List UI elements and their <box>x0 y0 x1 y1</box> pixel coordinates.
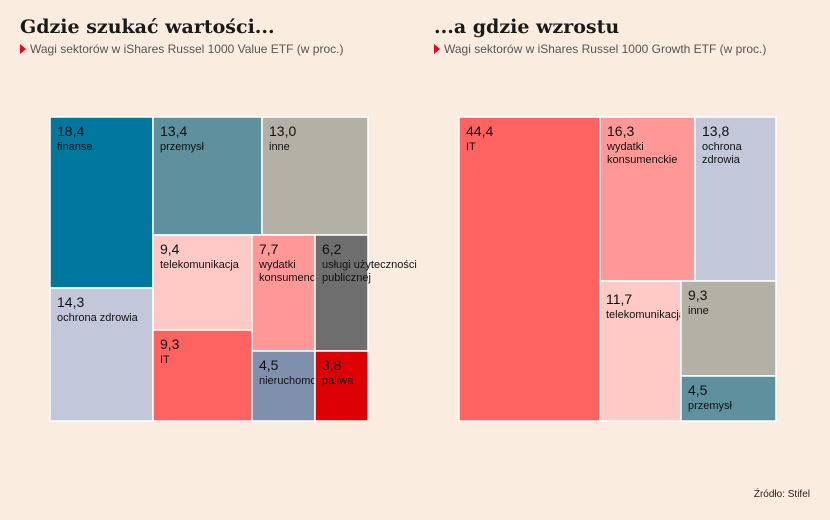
triangle-icon <box>20 44 26 54</box>
treemap-sector-label: nieruchomości <box>259 375 330 387</box>
triangle-icon <box>434 44 440 54</box>
treemap-cell <box>314 350 369 422</box>
treemap-value-label: 9,3 <box>688 287 708 303</box>
treemap-cell <box>251 350 316 422</box>
left-chart-title: Gdzie szukać wartości... <box>20 16 275 38</box>
right-chart-title: ...a gdzie wzrostu <box>434 16 620 38</box>
treemap-cell <box>680 375 777 422</box>
treemap-sector-label: telekomunikacja <box>160 259 240 271</box>
treemap-value-label: 44,4 <box>466 123 493 139</box>
treemap-cell <box>694 116 777 282</box>
treemap-value-label: 18,4 <box>57 123 84 139</box>
treemap-value-label: 11,7 <box>606 291 632 307</box>
treemap-value-label: 13,8 <box>702 123 729 139</box>
treemap-sector-label: przemysł <box>688 400 733 412</box>
treemap-cell <box>152 329 253 422</box>
treemap-value-label: 9,4 <box>160 241 180 257</box>
treemap-cell <box>680 280 777 377</box>
treemap-value-label: 16,3 <box>607 123 634 139</box>
treemap-sector-label: IT <box>160 354 170 366</box>
treemap-value-label: 9,3 <box>160 336 180 352</box>
treemap-sector-label: ochrona zdrowia <box>57 312 139 324</box>
treemap-value-label: 6,2 <box>322 241 342 257</box>
treemap-cell <box>49 287 154 422</box>
right-chart-subtitle: Wagi sektorów w iShares Russel 1000 Grow… <box>434 42 766 56</box>
treemap-sector-label: finanse <box>57 141 92 153</box>
treemap-sector-label: IT <box>466 141 476 153</box>
treemap-cell <box>251 234 316 352</box>
treemap-sector-label: inne <box>688 305 709 317</box>
treemap-value-label: 14,3 <box>57 294 84 310</box>
treemap-value-label: 4,5 <box>688 382 708 398</box>
treemap-value-label: 3,8 <box>322 357 342 373</box>
treemap-growth: 44,4 IT 16,3 wydatki konsumenckie 13,8 ochrona… <box>458 116 777 422</box>
treemap-value-label: 13,4 <box>160 123 187 139</box>
treemap-cell <box>458 116 601 422</box>
treemap-sector-label: ochrona zdrowia <box>702 141 743 166</box>
treemap-sector-label: wydatki konsumenckie <box>258 259 329 284</box>
left-subtitle-text: Wagi sektorów w iShares Russel 1000 Valu… <box>30 42 344 56</box>
source-note: Źródło: Stifel <box>753 489 810 500</box>
right-subtitle-text: Wagi sektorów w iShares Russel 1000 Grow… <box>444 42 767 56</box>
treemap-value-label: 13,0 <box>269 123 296 139</box>
treemap-sector-label: inne <box>269 141 290 153</box>
treemap-sector-label: telekomunikacja <box>606 309 686 321</box>
treemap-value-label: 4,5 <box>259 357 279 373</box>
treemap-sector-label: usługi użyteczności publicznej <box>322 259 417 284</box>
treemap-value: 18,4 finanse 14,3 ochrona zdrowia 13,4 przemy… <box>49 116 417 422</box>
treemap-sector-label: przemysł <box>160 141 205 153</box>
treemap-cell <box>49 116 154 289</box>
treemap-sector-label: paliwa <box>322 375 354 387</box>
treemap-cell <box>599 116 696 282</box>
treemap-value-label: 7,7 <box>259 241 279 257</box>
treemap-cell <box>599 280 682 422</box>
treemap-sector-label: wydatki konsumenckie <box>606 141 677 166</box>
left-chart-subtitle: Wagi sektorów w iShares Russel 1000 Valu… <box>20 42 343 56</box>
